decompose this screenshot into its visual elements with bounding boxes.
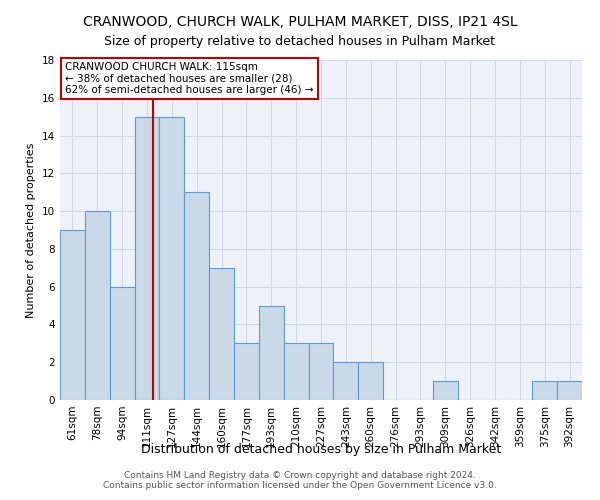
- Bar: [60, 230, 85, 400]
- Bar: [110, 286, 134, 400]
- Bar: [284, 344, 308, 400]
- Bar: [234, 344, 259, 400]
- Bar: [209, 268, 234, 400]
- Text: Contains HM Land Registry data © Crown copyright and database right 2024.
Contai: Contains HM Land Registry data © Crown c…: [103, 470, 497, 490]
- Bar: [334, 362, 358, 400]
- Bar: [85, 211, 110, 400]
- Bar: [358, 362, 383, 400]
- Text: CRANWOOD, CHURCH WALK, PULHAM MARKET, DISS, IP21 4SL: CRANWOOD, CHURCH WALK, PULHAM MARKET, DI…: [83, 15, 517, 29]
- Text: CRANWOOD CHURCH WALK: 115sqm
← 38% of detached houses are smaller (28)
62% of se: CRANWOOD CHURCH WALK: 115sqm ← 38% of de…: [65, 62, 314, 95]
- Bar: [259, 306, 284, 400]
- Text: Distribution of detached houses by size in Pulham Market: Distribution of detached houses by size …: [141, 442, 501, 456]
- Bar: [433, 381, 458, 400]
- Bar: [134, 116, 160, 400]
- Bar: [160, 116, 184, 400]
- Bar: [532, 381, 557, 400]
- Bar: [557, 381, 582, 400]
- Bar: [184, 192, 209, 400]
- Y-axis label: Number of detached properties: Number of detached properties: [26, 142, 37, 318]
- Text: Size of property relative to detached houses in Pulham Market: Size of property relative to detached ho…: [104, 35, 496, 48]
- Bar: [308, 344, 334, 400]
